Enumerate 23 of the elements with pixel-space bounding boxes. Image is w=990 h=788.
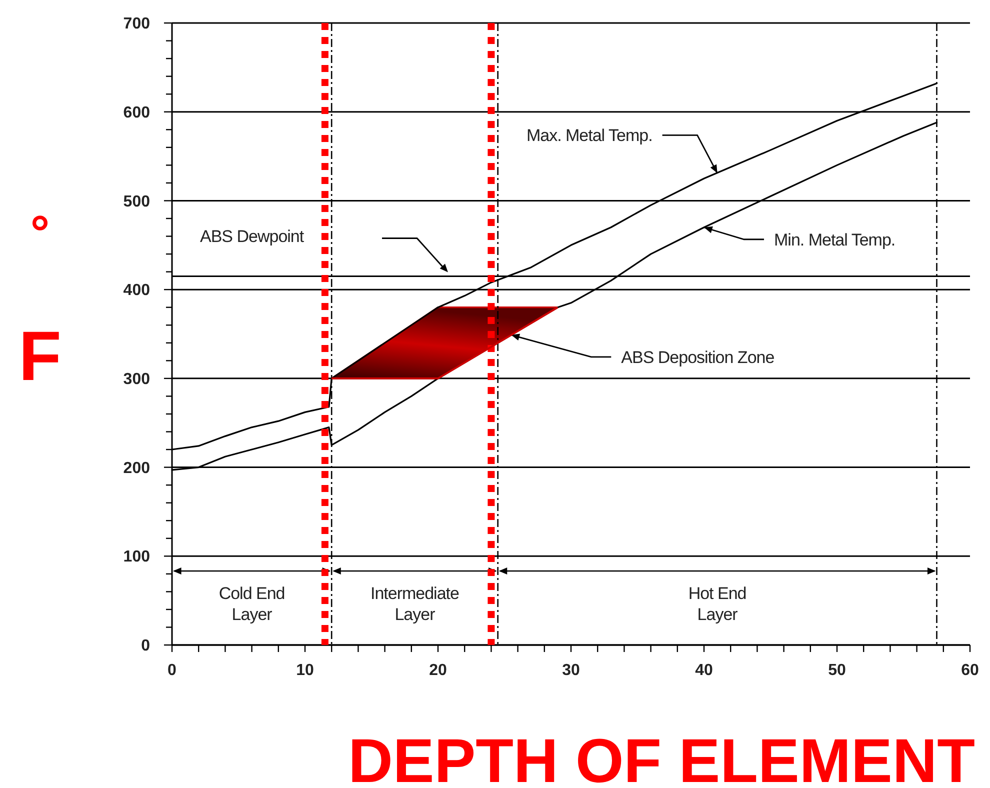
x-tick-label: 50: [828, 662, 846, 679]
annotation: Min. Metal Temp.: [774, 230, 896, 250]
y-tick-label: 400: [123, 282, 150, 300]
annotation: Intermediate Layer: [370, 584, 460, 624]
y-tick-label: 0: [141, 638, 150, 655]
annotation: ABS Deposition Zone: [621, 348, 774, 367]
y-tick-label: 500: [123, 193, 150, 210]
y-tick-label: 600: [123, 104, 150, 122]
y-tick-label: 300: [123, 371, 150, 388]
ref-line-label: ABS Dewpoint: [200, 227, 304, 246]
x-tick-label: 30: [562, 662, 580, 679]
y-tick-label: 100: [123, 548, 150, 566]
x-tick-label: 0: [168, 662, 177, 679]
annotation: Hot End Layer: [688, 584, 746, 624]
annotation: Cold End Layer: [218, 584, 285, 624]
x-tick-label: 20: [429, 662, 447, 679]
x-axis-title: DEPTH OF ELEMENT: [348, 727, 976, 788]
annotation: Max. Metal Temp.: [526, 126, 652, 146]
x-tick-label: 60: [961, 662, 979, 679]
y-tick-label: 200: [123, 460, 150, 477]
x-tick-label: 40: [695, 662, 713, 679]
y-tick-label: 700: [123, 16, 150, 33]
x-tick-label: 10: [296, 662, 314, 679]
